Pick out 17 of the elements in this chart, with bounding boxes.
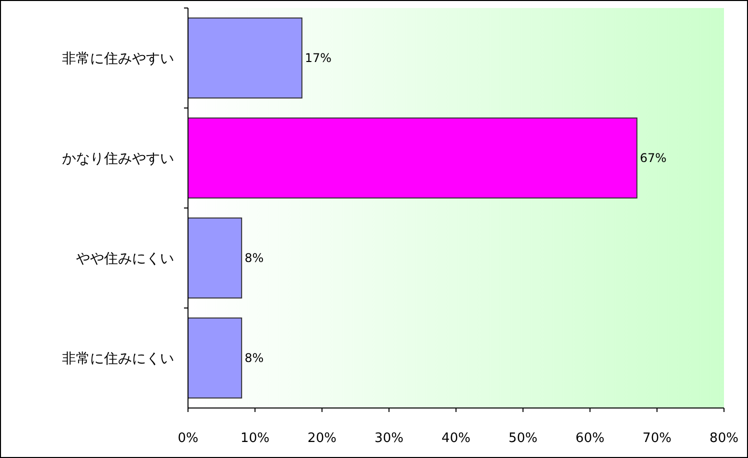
x-tick-label: 20% xyxy=(308,431,336,446)
x-tick-label: 50% xyxy=(508,431,538,446)
x-tick-label: 0% xyxy=(178,431,198,446)
data-label: 8% xyxy=(244,351,264,365)
data-label: 8% xyxy=(244,251,264,265)
x-tick-label: 40% xyxy=(442,431,470,446)
x-tick-label: 60% xyxy=(576,431,604,446)
x-tick-label: 80% xyxy=(710,431,738,446)
y-tick-label: 非常に住みにくい xyxy=(62,351,174,367)
data-label: 17% xyxy=(304,51,332,65)
x-tick-label: 30% xyxy=(374,431,404,446)
y-tick-label: 非常に住みやすい xyxy=(62,51,174,67)
x-tick-label: 10% xyxy=(240,431,270,446)
data-label: 67% xyxy=(640,151,667,165)
y-tick-label: かなり住みやすい xyxy=(62,151,174,167)
y-tick-label: やや住みにくい xyxy=(76,251,174,267)
x-tick-label: 70% xyxy=(642,431,672,446)
